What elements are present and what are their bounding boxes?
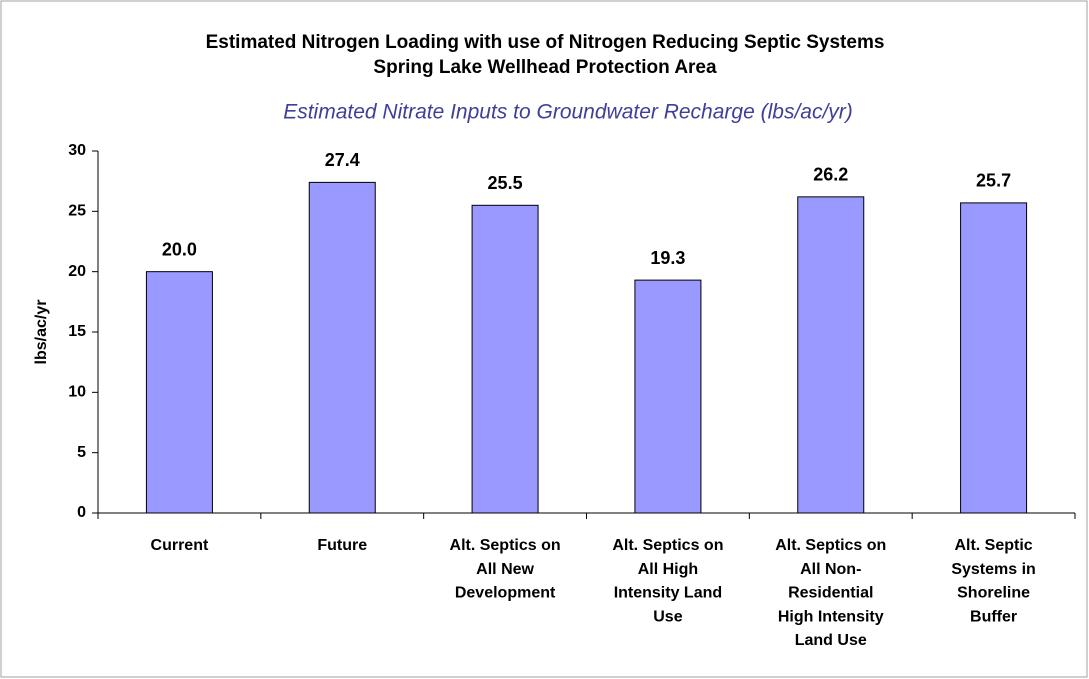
bar <box>308 181 376 514</box>
bar <box>960 202 1028 514</box>
y-tick-label: 10 <box>68 384 86 401</box>
value-label: 25.5 <box>488 173 523 193</box>
value-label: 20.0 <box>162 239 197 259</box>
x-tick-label: Shoreline <box>957 585 1030 602</box>
bar <box>634 279 702 514</box>
y-tick-label: 15 <box>68 323 86 340</box>
bar <box>797 196 865 514</box>
x-tick-label: Future <box>317 537 367 554</box>
bar <box>145 271 213 514</box>
value-label: 27.4 <box>325 150 360 170</box>
y-tick-label: 0 <box>77 504 86 521</box>
x-tick-label: Alt. Septic <box>954 537 1032 554</box>
value-label: 25.7 <box>976 171 1011 191</box>
x-tick-label: Use <box>653 608 682 625</box>
value-label: 19.3 <box>650 248 685 268</box>
y-tick-label: 20 <box>68 263 86 280</box>
x-tick-label: Current <box>151 537 209 554</box>
x-tick-label: Intensity Land <box>614 585 722 602</box>
x-tick-label: Alt. Septics on <box>612 537 723 554</box>
x-tick-label: Buffer <box>970 608 1017 625</box>
y-axis-label: lbs/ac/yr <box>33 300 50 365</box>
x-tick-label: Residential <box>788 585 873 602</box>
y-tick-label: 5 <box>77 444 86 461</box>
x-tick-label: High Intensity <box>778 608 884 625</box>
x-tick-label: Alt. Septics on <box>450 537 561 554</box>
x-tick-label: All Non- <box>800 561 861 578</box>
chart-subtitle: Estimated Nitrate Inputs to Groundwater … <box>283 101 853 124</box>
x-tick-label: Alt. Septics on <box>775 537 886 554</box>
value-label: 26.2 <box>813 165 848 185</box>
y-tick-label: 30 <box>68 142 86 159</box>
x-tick-label: Land Use <box>795 632 867 649</box>
chart-title: Spring Lake Wellhead Protection Area <box>373 57 717 78</box>
y-tick-label: 25 <box>68 203 86 220</box>
x-tick-label: Systems in <box>951 561 1035 578</box>
x-tick-label: Development <box>455 585 556 602</box>
chart-title: Estimated Nitrogen Loading with use of N… <box>206 32 885 53</box>
bar <box>471 204 539 514</box>
x-tick-label: All High <box>638 561 698 578</box>
x-tick-label: All New <box>476 561 534 578</box>
